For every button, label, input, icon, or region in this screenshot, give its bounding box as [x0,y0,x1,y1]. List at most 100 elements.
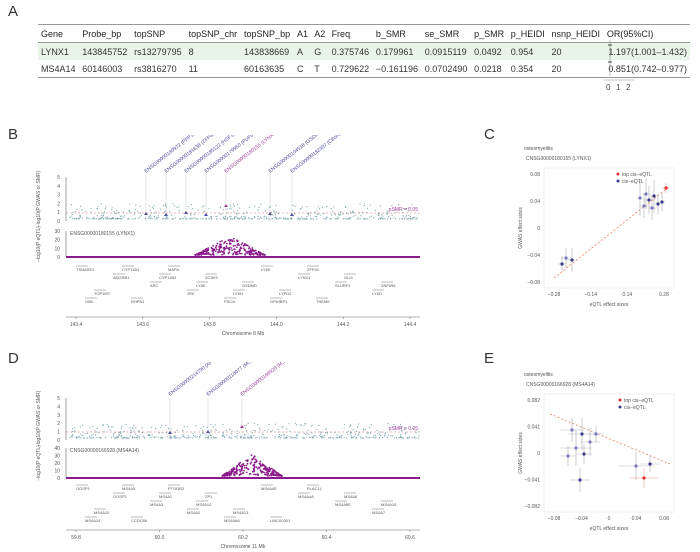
x-axis-label: eQTL effect sizes [590,302,629,308]
snp-point [416,217,418,219]
snp-point [396,211,398,213]
snp-point [277,436,279,438]
snp-point [150,216,152,218]
snp-point [263,437,265,439]
snp-point [179,218,181,220]
probe-smr-point [204,213,208,216]
snp-point [113,434,115,436]
y-tick: 0 [537,451,540,457]
table-cell: 143838669 [241,42,294,60]
snp-point [359,203,361,205]
table-cell: 60146003 [79,60,132,78]
snp-point [212,426,215,428]
snp-point [93,216,95,218]
effect-point [650,206,654,210]
snp-point [236,203,238,206]
gene-label: JRK [187,291,195,296]
snp-point [379,218,381,220]
effect-point [570,428,574,432]
eqtl-point [238,244,240,247]
eqtl-point [263,471,265,474]
snp-point [94,429,96,431]
snp-point [387,216,390,218]
snp-point [201,218,203,220]
snp-point [73,430,75,432]
y-tick: −0.08 [527,280,540,286]
snp-point [403,217,405,220]
eqtl-point [208,253,211,256]
snp-point [326,205,328,208]
table-cell: 60163635 [241,60,294,78]
smr-tick: 1 [57,430,60,436]
gene-label: CYP11B2 [159,275,177,280]
snp-point [349,432,352,434]
snp-point [251,218,254,220]
effect-point [656,202,660,206]
snp-point [273,210,275,212]
snp-point [202,429,204,431]
snp-point [186,426,188,428]
snp-point [311,424,313,426]
gene-label: LY6H [233,291,243,296]
snp-point [330,431,332,433]
snp-point [160,208,162,210]
panel-label-a: A [8,3,19,20]
x-tick: 144.2 [337,322,350,328]
snp-point [111,437,113,439]
column-header: A2 [311,24,329,43]
eqtl-point [236,239,238,242]
snp-point [165,210,167,212]
snp-point [143,436,145,439]
snp-point [221,434,223,436]
snp-point [286,428,288,430]
snp-point [277,428,279,430]
snp-point [185,218,187,220]
eqtl-point [272,473,275,475]
snp-point [296,437,298,439]
snp-point [88,435,91,437]
snp-point [243,425,245,427]
x-tick: 144.4 [404,322,417,328]
eqtl-point [229,239,232,242]
probe-smr-point [268,212,272,215]
snp-point [285,436,287,438]
snp-point [263,218,265,220]
probe-label: ENSG00000166928 (MS4A14) [240,362,298,398]
snp-point [115,218,117,220]
snp-point [274,435,276,437]
eqtl-point [271,470,274,473]
snp-point [384,433,386,435]
snp-point [359,432,361,434]
snp-point [314,211,316,213]
snp-point [278,434,281,436]
snp-point [337,216,339,218]
gene-label: GSDMD [242,283,257,288]
gene-label: OOSP1 [76,486,91,491]
snp-point [134,433,136,435]
snp-point [164,218,166,220]
snp-point [153,436,155,438]
eqtl-point [226,471,229,474]
snp-point [316,209,318,211]
eqtl-point [225,245,228,248]
eqtl-point [240,243,243,246]
snp-point [190,218,192,220]
snp-point [330,437,332,439]
snp-point [107,426,109,428]
snp-point [271,430,273,432]
snp-point [249,436,251,438]
eqtl-point [269,468,272,471]
snp-point [287,218,289,220]
snp-point [161,432,163,434]
gene-label: PLAC1L [307,486,323,491]
snp-point [374,209,376,211]
snp-point [395,436,398,439]
snp-point [415,430,417,432]
eqtl-point [236,244,239,246]
snp-point [131,436,133,438]
eqtl-point [248,247,250,250]
effect-point [594,432,598,436]
panel-label-e: E [484,350,495,367]
snp-point [201,206,203,208]
y-tick: −0.082 [525,504,541,510]
